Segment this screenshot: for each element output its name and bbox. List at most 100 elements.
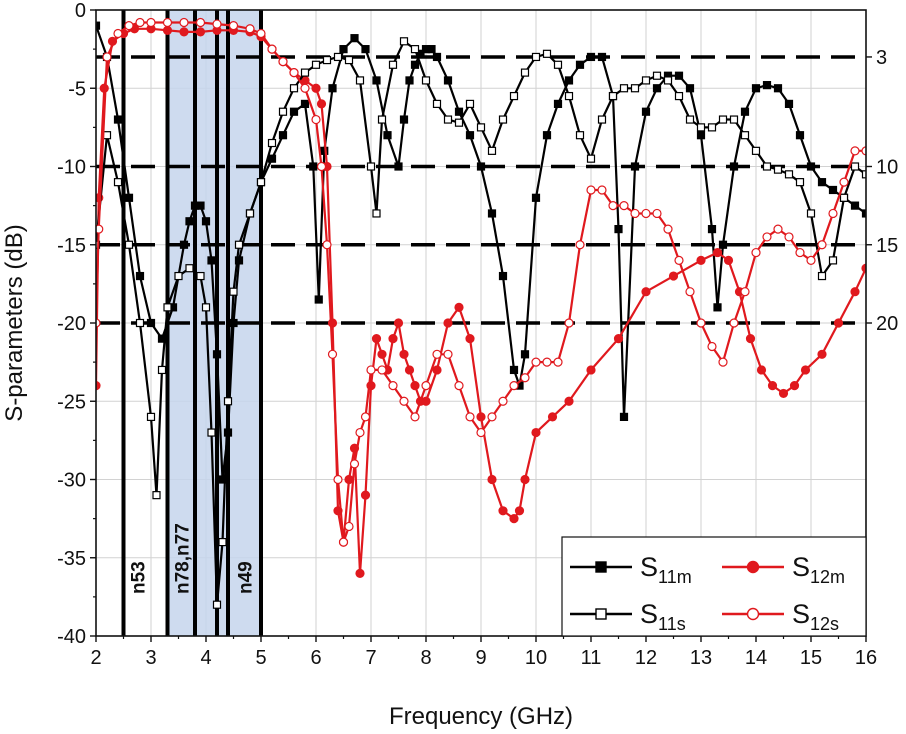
data-point (388, 60, 398, 69)
data-point (432, 99, 442, 109)
data-point (327, 349, 338, 359)
data-point (509, 514, 519, 524)
data-point (388, 334, 398, 344)
data-point (366, 365, 376, 375)
data-point (421, 381, 431, 391)
data-point (146, 17, 156, 28)
band-label: n78,n77 (172, 523, 193, 594)
legend-entry-S11m: S11m (570, 552, 692, 587)
data-point (311, 60, 321, 69)
legend-entry-S12m: S12m (722, 552, 845, 587)
data-point (355, 568, 365, 579)
data-point (685, 287, 695, 297)
legend-label-main: S (640, 552, 658, 582)
data-point (828, 208, 838, 219)
data-point (96, 318, 101, 328)
data-point (234, 240, 244, 249)
series-S11s (96, 37, 866, 609)
data-point (751, 84, 761, 93)
data-point (564, 396, 574, 406)
data-point (344, 55, 354, 65)
data-point (322, 240, 332, 250)
data-point (96, 224, 104, 234)
data-point (256, 28, 266, 39)
data-point (800, 365, 811, 375)
data-point (410, 412, 420, 422)
data-point (476, 162, 486, 171)
data-point (212, 600, 222, 609)
data-point (531, 357, 541, 367)
data-point (371, 334, 382, 344)
data-point (520, 474, 530, 485)
data-point (641, 76, 651, 85)
data-point (113, 115, 123, 124)
data-point (674, 71, 684, 80)
data-point (372, 76, 381, 85)
legend-marker (595, 561, 607, 573)
data-point (652, 208, 662, 219)
legend-entry-S12s: S12s (722, 599, 839, 634)
data-point (498, 271, 508, 281)
data-point (311, 83, 321, 93)
data-point (756, 365, 767, 375)
data-point (146, 412, 156, 421)
data-point (316, 161, 327, 172)
legend-label-sub: 12s (810, 614, 839, 634)
data-point (498, 396, 508, 406)
data-point (102, 52, 112, 62)
data-point (773, 84, 783, 93)
data-point (289, 67, 299, 78)
x-tick-label: 12 (635, 647, 657, 669)
x-tick-label: 5 (255, 647, 266, 669)
data-point (350, 34, 359, 43)
data-point (152, 491, 161, 500)
data-point (267, 138, 277, 148)
data-point (338, 537, 349, 547)
data-point (619, 412, 629, 421)
data-point (729, 318, 739, 328)
data-point (696, 123, 706, 132)
data-point (322, 55, 332, 65)
data-point (124, 240, 134, 249)
data-point (784, 170, 794, 179)
data-point (99, 83, 109, 93)
data-point (850, 162, 860, 171)
data-point (789, 381, 800, 391)
data-point (432, 52, 442, 62)
data-point (630, 208, 640, 219)
data-point (393, 318, 404, 328)
y-tick-label: -40 (57, 626, 86, 648)
data-point (278, 131, 288, 140)
legend-label: S12m (792, 552, 845, 587)
data-point (328, 84, 337, 93)
data-point (196, 201, 205, 210)
data-point (586, 154, 596, 163)
data-point (696, 255, 706, 265)
data-point (223, 397, 233, 406)
data-point (613, 334, 624, 344)
data-point (229, 318, 238, 328)
data-point (135, 17, 145, 28)
data-point (124, 21, 134, 31)
x-tick-label: 15 (800, 647, 822, 669)
data-point (135, 271, 145, 281)
data-point (487, 146, 497, 155)
data-point (201, 217, 211, 226)
right-tick-label: 15 (876, 235, 898, 257)
data-point (806, 162, 816, 171)
data-point (597, 115, 607, 124)
legend-label-sub: 11s (658, 614, 686, 634)
y-tick-label: -15 (57, 235, 86, 257)
x-tick-label: 8 (420, 647, 431, 669)
x-tick-label: 6 (310, 647, 321, 669)
data-point (432, 365, 442, 375)
data-point (833, 318, 844, 328)
data-point (619, 84, 629, 93)
data-point (196, 271, 205, 281)
data-point (663, 224, 673, 234)
legend-label-main: S (792, 599, 810, 629)
data-point (630, 162, 640, 171)
data-point (162, 25, 173, 35)
data-point (806, 255, 816, 265)
data-point (762, 162, 772, 171)
